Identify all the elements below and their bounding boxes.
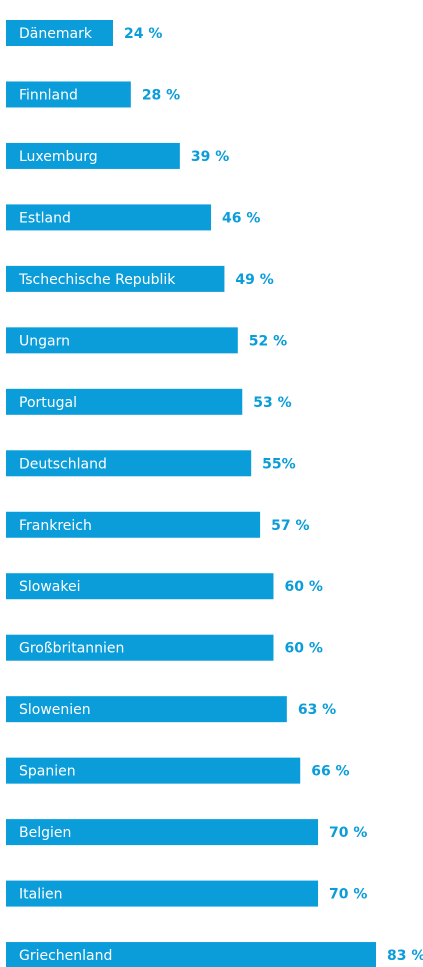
bar [6, 20, 113, 46]
category-label: Spanien [19, 764, 76, 780]
bar [6, 450, 252, 477]
category-label: Portugal [19, 395, 77, 411]
category-label: Slowakei [19, 579, 80, 595]
value-label: 60 % [284, 641, 322, 657]
value-label: 70 % [329, 825, 367, 841]
bar [6, 634, 274, 661]
category-label: Tschechische Republik [18, 272, 176, 288]
value-label: 60 % [284, 579, 322, 595]
bar [6, 757, 301, 784]
value-label: 49 % [235, 272, 273, 288]
bar [6, 880, 319, 907]
bar [6, 81, 131, 108]
category-label: Slowenien [19, 702, 91, 718]
category-label: Dänemark [19, 26, 93, 42]
category-label: Estland [19, 210, 71, 226]
value-label: 46 % [222, 210, 260, 226]
category-label: Frankreich [19, 518, 92, 534]
category-label: Belgien [19, 825, 71, 841]
bar [6, 942, 376, 967]
bar [6, 142, 180, 169]
bar [6, 204, 212, 231]
bar [6, 388, 243, 415]
value-label: 57 % [271, 518, 309, 534]
value-label: 83 % [387, 948, 423, 964]
bar [6, 511, 261, 538]
category-label: Großbritannien [19, 641, 124, 657]
value-label: 52 % [249, 333, 287, 349]
value-label: 63 % [298, 702, 336, 718]
value-label: 53 % [253, 395, 291, 411]
bar [6, 696, 287, 723]
category-label: Finnland [19, 87, 78, 103]
category-label: Luxemburg [19, 149, 98, 165]
category-label: Griechenland [19, 948, 112, 964]
category-label: Italien [19, 887, 62, 903]
bar [6, 819, 319, 846]
value-label: 66 % [311, 764, 349, 780]
value-label: 55% [262, 456, 296, 472]
category-label: Ungarn [19, 333, 70, 349]
value-label: 39 % [191, 149, 229, 165]
value-label: 70 % [329, 887, 367, 903]
bar [6, 327, 238, 354]
value-label: 24 % [124, 26, 162, 42]
bar [6, 265, 225, 292]
value-label: 28 % [142, 87, 180, 103]
bar [6, 573, 274, 600]
category-label: Deutschland [19, 456, 107, 472]
